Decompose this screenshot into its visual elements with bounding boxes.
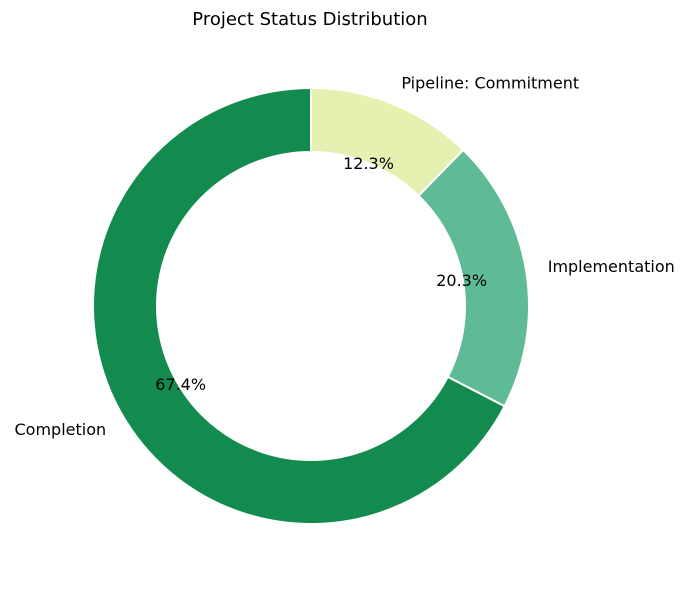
slice-label: Implementation bbox=[548, 257, 675, 276]
slice-label: Completion bbox=[15, 420, 107, 439]
slice-percentage-label: 20.3% bbox=[436, 271, 487, 290]
slice-percentage-label: 12.3% bbox=[343, 154, 394, 173]
labels-layer: Completion 67.4% Implementation 20.3% Pipeli… bbox=[15, 73, 675, 439]
slice-label: Pipeline: Commitment bbox=[401, 73, 579, 92]
slice-percentage-label: 67.4% bbox=[155, 375, 206, 394]
slice-pipeline-commitment bbox=[310, 86, 465, 198]
slice-completion bbox=[92, 86, 506, 525]
chart-title: Project Status Distribution bbox=[192, 9, 427, 30]
slices-layer bbox=[92, 86, 530, 525]
